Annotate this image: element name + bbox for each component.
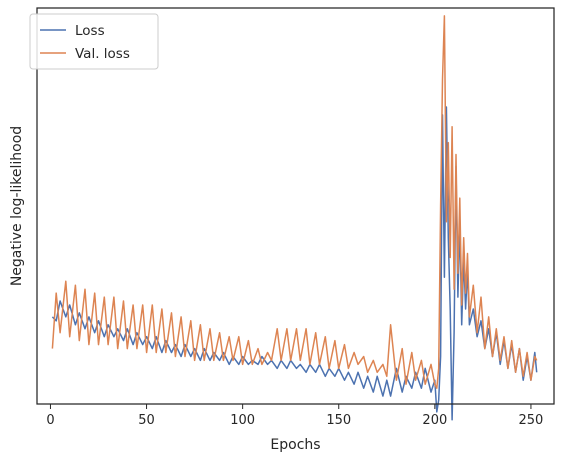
x-tick-label: 50 [138,413,155,428]
legend-box [29,13,159,70]
legend: Loss Val. loss [29,13,159,70]
legend-label-loss: Loss [75,23,105,39]
x-ticks: 0 50 100 150 200 250 [46,404,543,428]
plot-frame [36,7,555,405]
x-tick-label: 200 [422,413,447,428]
y-axis-label: Negative log-likelihood [9,126,25,286]
x-tick-label: 150 [326,413,351,428]
x-tick-label: 100 [230,413,255,428]
x-tick-label: 250 [519,413,544,428]
x-axis-label: Epochs [270,437,320,453]
series-layer [51,15,538,421]
x-tick-label: 0 [46,413,54,428]
legend-label-val-loss: Val. loss [75,46,130,62]
series-line-val-loss [51,15,538,389]
